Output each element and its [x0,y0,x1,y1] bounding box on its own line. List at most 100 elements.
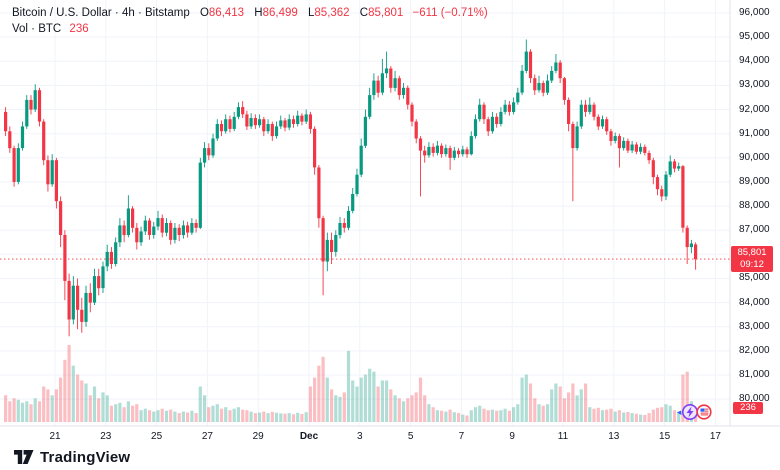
volume-bar [495,410,499,422]
volume-bar [550,389,554,422]
volume-bar [554,383,558,422]
candle-body [198,162,202,228]
candle-body [575,126,579,149]
candle-body [317,167,321,219]
candle-body [401,87,406,95]
volume-bar [558,386,562,422]
candle-body [164,223,169,233]
volume-bar [160,408,164,422]
time-axis-label: 9 [509,431,515,442]
volume-bar [152,411,156,422]
time-axis-label: 25 [151,431,163,442]
volume-bar [520,377,524,422]
volume-bar [380,380,384,422]
volume-bar [575,395,579,422]
candle-body [452,150,456,158]
time-axis-label: 21 [49,431,61,442]
volume-bar [694,415,698,422]
volume-bars [4,345,698,423]
volume-bar [571,383,575,422]
change-value: −611 (−0.71%) [412,7,488,19]
time-axis[interactable]: 21 23 25 27 29 Dec 3 5 7 9 11 13 15 17 [0,426,780,448]
candle-body [194,223,198,228]
volume-bar [173,411,177,422]
candle-body [478,104,482,120]
candle-body [685,227,689,248]
volume-bar [236,407,240,422]
candle-body [634,144,638,152]
volume-bar [647,413,651,422]
ohlc-close: C85,801 [359,7,404,19]
volume-bar [84,383,88,422]
candle-body [605,119,609,132]
volume-bar [147,410,152,422]
candle-body [296,115,300,124]
candle-body [397,78,401,96]
volume-bar [63,359,67,422]
candle-body [156,218,160,227]
candle-body [37,90,42,122]
price-axis-label: 94,000 [739,55,770,67]
volume-bar [435,410,439,422]
chart-header: Bitcoin / U.S. Dollar · 4h · Bitstamp O8… [12,7,488,19]
volume-bar [20,402,25,423]
volume-bar [274,412,279,422]
candle-body [224,119,228,132]
candle-body [389,68,393,88]
volume-bar [177,413,181,422]
candle-body [512,102,516,112]
volume-bar [249,411,253,422]
time-gridlines [54,0,716,426]
volume-bar [122,407,126,422]
volume-bar [410,395,414,422]
price-axis-label: 83,000 [739,320,770,332]
volume-bar [643,414,647,422]
volume-bar [219,408,224,422]
volume-bar [126,401,130,422]
candle-body [122,225,126,236]
volume-bar [346,350,351,422]
candle-body [274,126,279,137]
volume-bar [37,401,42,422]
candle-body [173,227,177,240]
candle-body [651,160,655,178]
price-axis-label: 96,000 [739,7,770,18]
candle-body [410,104,414,122]
volume-bar [42,386,46,422]
candle-body [207,148,211,156]
back-arrow-icon[interactable] [677,410,682,416]
volume-value: 236 [69,23,89,35]
candle-body [380,73,384,93]
candle-body [228,119,232,129]
candle-body [308,114,312,129]
volume-bar [198,386,202,422]
volume-bar [672,410,677,422]
volume-bar [664,404,668,422]
volume-bar [300,414,304,422]
tradingview-logo[interactable]: TradingView [14,449,130,466]
volume-bar [50,395,54,422]
candle-body [109,251,113,264]
candle-body [131,208,135,228]
volume-bar [651,409,655,422]
candle-body [655,177,660,190]
crypto-event-icon[interactable] [682,404,698,420]
volume-bar [461,414,465,422]
time-axis-label: 5 [407,431,414,442]
candle-body [152,226,156,235]
us-economic-event-icon[interactable] [696,404,712,420]
candle-body [584,104,588,112]
candle-body [236,107,240,117]
volume-bar [16,399,20,422]
volume-bar [88,395,92,422]
candle-body [558,62,562,79]
volume-bar [105,395,109,422]
price-axis[interactable]: 96,000 95,000 94,000 93,000 92,000 91,000 90,0… [730,0,780,426]
candle-body [490,116,494,132]
price-axis-label: 88,000 [739,200,770,212]
volume-bar [528,383,533,422]
candle-body [300,115,304,122]
candle-body [622,140,626,149]
event-markers[interactable] [674,402,716,422]
